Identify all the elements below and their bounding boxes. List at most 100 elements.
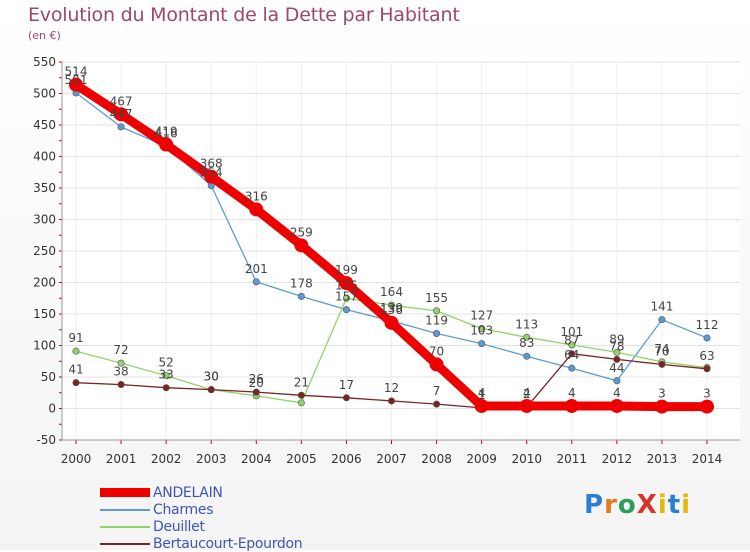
data-label-andelain-2003: 368 xyxy=(200,157,223,171)
point-deuillet-2000 xyxy=(72,347,80,355)
data-label-charmes-2012: 44 xyxy=(609,361,624,375)
y-tick-label: 500 xyxy=(33,87,56,101)
data-label-charmes-2001: 447 xyxy=(110,107,133,121)
data-label-deuillet-2002: 52 xyxy=(159,356,174,370)
point-deuillet-2011 xyxy=(568,341,576,349)
point-charmes-2014 xyxy=(703,334,711,342)
data-label-charmes-2000: 501 xyxy=(65,73,88,87)
data-label-charmes-2009: 103 xyxy=(470,324,493,338)
data-label-andelain-2007: 136 xyxy=(380,303,403,317)
x-tick-label: 2005 xyxy=(286,452,317,466)
y-tick-label: 300 xyxy=(33,213,56,227)
chart-unit: (en €) xyxy=(28,29,61,42)
data-label-andelain-2009: 4 xyxy=(478,386,486,400)
point-andelain-2003 xyxy=(204,169,219,184)
y-tick-label: 350 xyxy=(33,181,56,195)
y-tick-label: 50 xyxy=(41,370,56,384)
point-andelain-2013 xyxy=(654,399,669,414)
data-label-bertaucourt-epourdon-2004: 26 xyxy=(249,372,264,386)
data-label-bertaucourt-epourdon-2013: 70 xyxy=(654,344,669,358)
data-label-deuillet-2008: 155 xyxy=(425,291,448,305)
data-label-andelain-2013: 3 xyxy=(658,387,666,401)
legend: ANDELAIN Charmes Deuillet Bertaucourt-Epour… xyxy=(100,484,303,552)
y-tick-label: 150 xyxy=(33,307,56,321)
y-tick-label: 400 xyxy=(33,150,56,164)
data-label-andelain-2012: 4 xyxy=(613,386,621,400)
x-tick-label: 2001 xyxy=(106,452,137,466)
x-tick-label: 2013 xyxy=(647,452,678,466)
point-charmes-2011 xyxy=(568,364,576,372)
point-andelain-2006 xyxy=(339,276,354,291)
data-label-andelain-2006: 199 xyxy=(335,263,358,277)
point-bertaucourt-epourdon-2002 xyxy=(162,384,170,392)
series xyxy=(69,77,714,414)
x-tick-label: 2000 xyxy=(61,452,92,466)
proxiti-logo: ProXiti xyxy=(584,490,692,520)
data-label-bertaucourt-epourdon-2010: 2 xyxy=(523,387,531,401)
point-charmes-2012 xyxy=(613,377,621,385)
point-bertaucourt-epourdon-2005 xyxy=(297,391,305,399)
point-andelain-2000 xyxy=(69,77,83,92)
point-charmes-2001 xyxy=(117,123,125,131)
data-label-andelain-2014: 3 xyxy=(703,387,711,401)
x-tick-label: 2014 xyxy=(692,452,723,466)
x-tick-label: 2012 xyxy=(602,452,633,466)
axes: -50 0 50 100 150 200 250 300 350 400 450 500 550 2000… xyxy=(33,55,740,466)
legend-label-andelain: ANDELAIN xyxy=(153,484,223,501)
data-label-deuillet-2009: 127 xyxy=(470,308,493,322)
point-charmes-2010 xyxy=(523,352,531,360)
data-label-andelain-2004: 316 xyxy=(245,189,268,203)
point-bertaucourt-epourdon-2004 xyxy=(252,388,260,396)
data-label-bertaucourt-epourdon-2005: 21 xyxy=(294,375,309,389)
data-label-charmes-2007: 139 xyxy=(380,301,403,315)
data-label-andelain-2008: 70 xyxy=(429,344,444,358)
point-deuillet-2009 xyxy=(478,324,486,332)
data-label-deuillet-2004: 20 xyxy=(249,376,264,390)
data-label-charmes-2004: 201 xyxy=(245,262,268,276)
x-tick-label: 2003 xyxy=(196,452,227,466)
point-charmes-2008 xyxy=(433,330,441,338)
data-label-andelain-2002: 419 xyxy=(155,125,178,139)
data-label-bertaucourt-epourdon-2007: 12 xyxy=(384,381,399,395)
data-label-bertaucourt-epourdon-2014: 63 xyxy=(699,349,714,363)
point-deuillet-2010 xyxy=(523,333,531,341)
data-label-charmes-2006: 157 xyxy=(335,290,358,304)
data-label-bertaucourt-epourdon-2000: 41 xyxy=(68,363,83,377)
point-charmes-2004 xyxy=(252,278,260,286)
point-andelain-2007 xyxy=(384,315,399,330)
x-tick-label: 2008 xyxy=(421,452,452,466)
data-label-deuillet-2003: 30 xyxy=(204,370,219,384)
legend-item-deuillet: Deuillet xyxy=(100,518,302,535)
point-bertaucourt-epourdon-2012 xyxy=(613,355,621,363)
data-label-charmes-2008: 119 xyxy=(425,314,448,328)
point-bertaucourt-epourdon-2014 xyxy=(703,365,711,373)
x-tick-label: 2006 xyxy=(331,452,362,466)
point-deuillet-2012 xyxy=(613,348,621,356)
data-label-andelain-2000: 514 xyxy=(65,65,88,79)
x-tick-label: 2002 xyxy=(151,452,182,466)
point-bertaucourt-epourdon-2003 xyxy=(207,386,215,394)
y-tick-label: 550 xyxy=(33,55,56,69)
x-tick-label: 2004 xyxy=(241,452,272,466)
data-label-charmes-2003: 354 xyxy=(200,165,223,179)
data-label-andelain-2005: 259 xyxy=(290,225,313,239)
legend-swatch-bertaucourt-epourdon xyxy=(100,542,150,545)
legend-label-deuillet: Deuillet xyxy=(153,518,205,535)
point-deuillet-2008 xyxy=(433,307,441,315)
point-charmes-2013 xyxy=(658,316,666,324)
y-tick-label: -50 xyxy=(36,433,56,447)
x-tick-label: 2009 xyxy=(466,452,497,466)
point-bertaucourt-epourdon-2011 xyxy=(568,350,576,358)
point-bertaucourt-epourdon-2013 xyxy=(658,360,666,368)
data-label-deuillet-2012: 89 xyxy=(609,332,624,346)
data-label-bertaucourt-epourdon-2009: 1 xyxy=(478,388,486,402)
x-tick-label: 2011 xyxy=(557,452,588,466)
data-label-deuillet-2001: 72 xyxy=(113,343,128,357)
data-label-andelain-2010: 4 xyxy=(523,386,531,400)
point-deuillet-2006 xyxy=(342,294,350,302)
grid xyxy=(62,61,740,441)
point-andelain-2002 xyxy=(159,137,174,152)
point-andelain-2012 xyxy=(609,398,624,413)
data-label-bertaucourt-epourdon-2006: 17 xyxy=(339,378,354,392)
